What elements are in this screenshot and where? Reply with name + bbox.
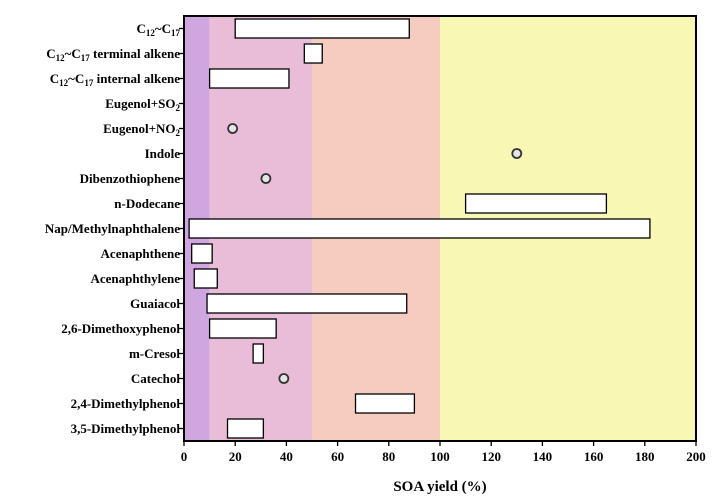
range-bar (226, 418, 265, 439)
point-marker (511, 148, 523, 159)
category-label: Catechol (131, 371, 180, 386)
category-label: C12~C17 terminal alkene (46, 46, 180, 63)
x-tick-label: 120 (481, 449, 501, 464)
category-label: Nap/Methylnaphthalene (45, 221, 180, 236)
point-marker (278, 373, 290, 384)
x-tick-label: 140 (533, 449, 553, 464)
category-label: m-Cresol (129, 346, 180, 361)
x-axis-ticks (183, 441, 697, 446)
category-label: 2,6-Dimethoxyphenol (61, 321, 180, 336)
category-label: 2,4-Dimethylphenol (71, 396, 181, 411)
category-label: 3,5-Dimethylphenol (71, 421, 181, 436)
y-axis-ticks (179, 27, 184, 430)
x-tick-label: 0 (181, 449, 188, 464)
x-tick-label: 60 (331, 449, 344, 464)
range-bar (234, 18, 410, 39)
category-label: Acenaphthylene (90, 271, 180, 286)
x-tick-label: 160 (584, 449, 604, 464)
category-label: Acenaphthene (101, 246, 181, 261)
range-bar (252, 343, 265, 364)
range-bar (188, 218, 651, 239)
range-bar (206, 293, 408, 314)
x-axis-labels: 0 20 40 60 80 100 120 140 160 180 200 (181, 449, 706, 464)
range-bar (193, 268, 218, 289)
range-bar (464, 193, 608, 214)
range-bar (208, 68, 290, 89)
point-markers (227, 123, 523, 384)
category-label: Eugenol+NO2 (103, 121, 180, 138)
range-bars (188, 18, 651, 439)
y-axis-labels: C12~C17 C12~C17 terminal alkene C12~C17 in… (45, 21, 181, 436)
x-tick-label: 180 (635, 449, 655, 464)
range-bar (354, 393, 416, 414)
range-bar (303, 43, 323, 64)
x-axis-title: SOA yield (%) (393, 479, 486, 495)
category-label: Indole (145, 146, 181, 161)
category-label: Guaiacol (130, 296, 180, 311)
x-tick-label: 20 (229, 449, 242, 464)
x-tick-label: 40 (280, 449, 293, 464)
x-tick-label: 100 (430, 449, 450, 464)
x-tick-label: 200 (686, 449, 706, 464)
point-marker (260, 173, 272, 184)
point-marker (227, 123, 239, 134)
category-label: C12~C17 (136, 21, 180, 38)
range-bar (208, 318, 277, 339)
category-label: C12~C17 internal alkene (50, 71, 180, 88)
category-label: n-Dodecane (114, 196, 180, 211)
category-label: Eugenol+SO2 (105, 96, 180, 113)
x-tick-label: 80 (382, 449, 395, 464)
range-bar (191, 243, 213, 264)
category-label: Dibenzothiophene (80, 171, 181, 186)
